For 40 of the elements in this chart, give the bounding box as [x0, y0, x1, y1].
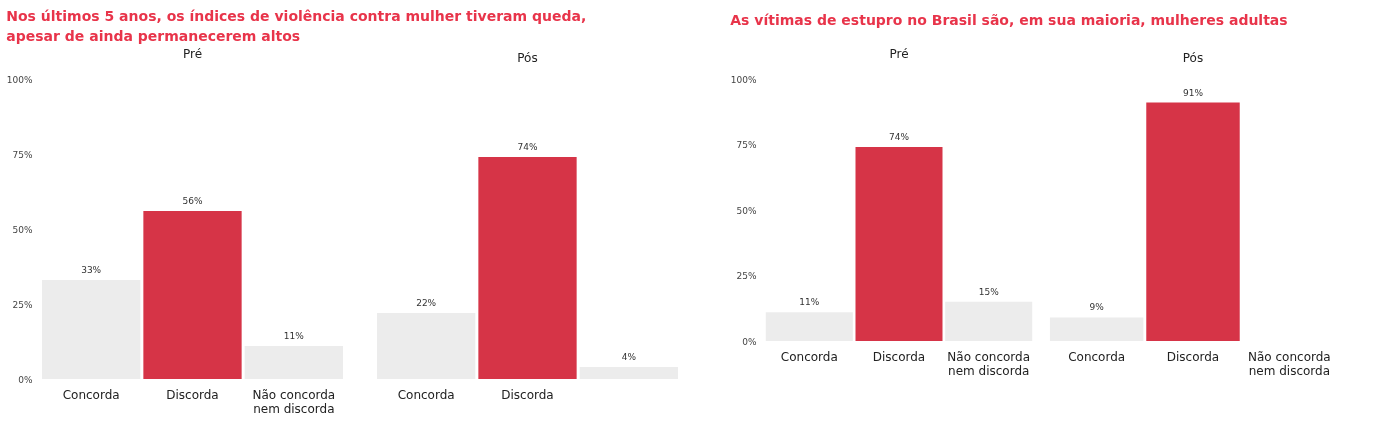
y-tick-label: 50% — [12, 224, 33, 235]
y-tick-label: 75% — [12, 149, 33, 160]
y-tick-label: 100% — [730, 74, 757, 85]
data-label: 22% — [416, 298, 437, 308]
y-tick-label: 25% — [12, 299, 33, 310]
chart-subtitle: Pré — [889, 47, 909, 61]
x-tick-label: Discorda — [1166, 349, 1220, 364]
chart-title: As vítimas de estupro no Brasil são, em sua maioria, mulheres adultas — [730, 12, 1288, 28]
data-label: 11% — [799, 297, 820, 308]
x-tick-label: Não concorda nem discorda — [1248, 349, 1331, 378]
data-label: 4% — [621, 352, 637, 362]
x-tick-label: Concorda — [397, 387, 455, 402]
chart-title: Nos últimos 5 anos, os índices de violência contra mulher tiveram queda, apesar de ainda permanecerem altos — [6, 8, 587, 44]
data-label: 91% — [1182, 87, 1204, 98]
x-tick-label: Não concorda nem discorda — [252, 387, 336, 416]
x-tick-label: Concorda — [62, 387, 120, 402]
y-tick-label: 50% — [736, 205, 757, 216]
data-label: 15% — [978, 286, 1000, 297]
chart-subtitle: Pré — [182, 47, 203, 61]
chart-subtitle: Pós — [517, 51, 538, 65]
y-tick-label: 0% — [18, 374, 33, 385]
y-tick-label: 0% — [742, 336, 757, 347]
bar — [143, 211, 242, 379]
y-tick-label: 75% — [736, 140, 757, 150]
y-tick-label: 100% — [6, 74, 33, 85]
data-label: 74% — [517, 142, 538, 152]
data-label: 56% — [182, 196, 203, 206]
bar — [855, 147, 943, 341]
x-tick-label: Discorda — [166, 387, 219, 402]
data-label: 9% — [1089, 302, 1105, 313]
x-tick-label: Concorda — [780, 349, 838, 364]
x-tick-label: Discorda — [872, 349, 926, 364]
x-tick-label: Discorda — [501, 387, 554, 402]
data-label: 33% — [81, 265, 102, 275]
data-label: 11% — [283, 331, 305, 341]
x-tick-label: Concorda — [1068, 349, 1126, 364]
x-tick-label: Não concorda nem discorda — [947, 349, 1031, 378]
chart-subtitle: Pós — [1182, 51, 1204, 65]
y-tick-label: 25% — [736, 271, 757, 281]
data-label: 74% — [888, 132, 910, 143]
